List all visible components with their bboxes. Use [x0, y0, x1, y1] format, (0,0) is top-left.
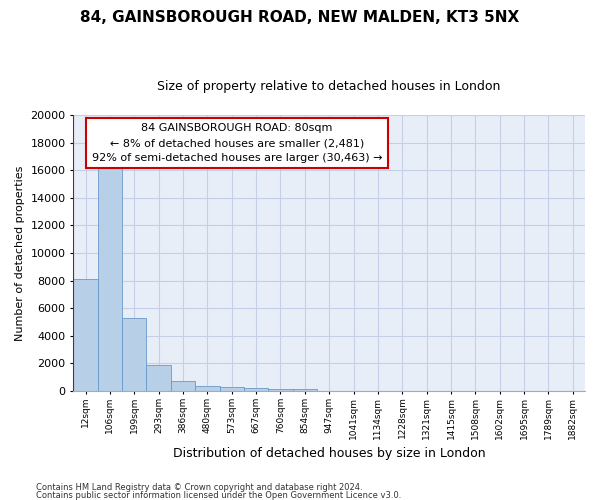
- Bar: [171, 380, 195, 391]
- Bar: [220, 388, 244, 391]
- Bar: [244, 388, 268, 391]
- Y-axis label: Number of detached properties: Number of detached properties: [15, 166, 25, 340]
- Bar: [122, 318, 146, 391]
- Bar: [268, 388, 293, 391]
- Text: 84, GAINSBOROUGH ROAD, NEW MALDEN, KT3 5NX: 84, GAINSBOROUGH ROAD, NEW MALDEN, KT3 5…: [80, 10, 520, 25]
- Bar: [146, 366, 171, 391]
- Text: 84 GAINSBOROUGH ROAD: 80sqm
← 8% of detached houses are smaller (2,481)
92% of s: 84 GAINSBOROUGH ROAD: 80sqm ← 8% of deta…: [92, 124, 382, 163]
- Title: Size of property relative to detached houses in London: Size of property relative to detached ho…: [157, 80, 501, 93]
- Bar: [195, 386, 220, 391]
- X-axis label: Distribution of detached houses by size in London: Distribution of detached houses by size …: [173, 447, 485, 460]
- Bar: [293, 390, 317, 391]
- Bar: [73, 279, 98, 391]
- Text: Contains public sector information licensed under the Open Government Licence v3: Contains public sector information licen…: [36, 490, 401, 500]
- Text: Contains HM Land Registry data © Crown copyright and database right 2024.: Contains HM Land Registry data © Crown c…: [36, 484, 362, 492]
- Bar: [98, 162, 122, 391]
